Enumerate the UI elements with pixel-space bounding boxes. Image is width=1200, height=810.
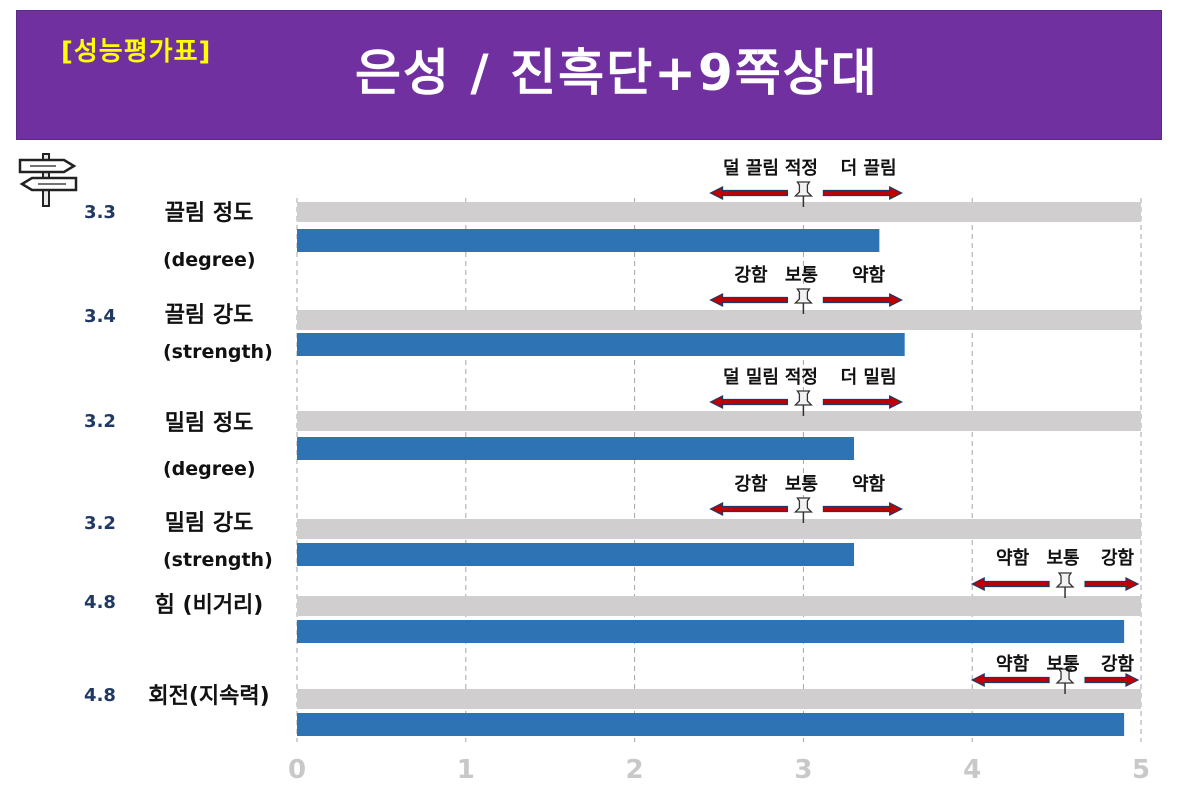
chart-row <box>297 310 1141 356</box>
scale-left-label: 강함 <box>734 264 768 286</box>
scale-left-label: 덜 밀림 <box>723 367 779 388</box>
row-label: 끌림 정도 <box>165 201 254 226</box>
scale-right-label: 약함 <box>852 473 886 495</box>
row-value-label: 4.8 <box>84 592 116 613</box>
scale-annotation: 덜 끌림 적정 더 끌림 <box>709 158 904 207</box>
row-sub-label: (degree) <box>163 458 256 480</box>
scale-track <box>297 310 1141 330</box>
row-label: 밀림 강도 <box>165 511 254 536</box>
x-tick-label: 5 <box>1132 755 1150 785</box>
value-bar <box>297 543 855 566</box>
scale-annotation: 강함 보통 약함 <box>709 473 904 523</box>
value-bar <box>297 437 855 460</box>
scale-right-label: 강함 <box>1101 653 1135 675</box>
row-sub-label: (degree) <box>163 249 256 271</box>
x-tick-label: 3 <box>794 755 812 785</box>
arrow-left-icon <box>709 502 789 516</box>
arrow-left-icon <box>709 395 789 409</box>
scale-left-label: 덜 끌림 <box>723 158 779 179</box>
scale-right-label: 약함 <box>852 264 886 286</box>
x-tick-label: 2 <box>626 755 644 785</box>
row-label: 회전(지속력) <box>148 684 269 709</box>
row-label: 밀림 정도 <box>165 411 254 436</box>
header-banner: [성능평가표] 은성 / 진흑단+9쪽상대 <box>16 10 1162 140</box>
scale-annotation: 덜 밀림 적정 더 밀림 <box>709 367 904 416</box>
scale-left-label: 강함 <box>734 473 768 495</box>
chart-row <box>297 689 1141 736</box>
chart-row <box>297 411 1141 460</box>
x-tick-label: 0 <box>288 755 306 785</box>
row-sub-label: (strength) <box>163 549 273 571</box>
row-label: 힘 (비거리) <box>155 593 264 618</box>
pushpin-icon <box>1055 572 1075 598</box>
scale-mid-label: 적정 <box>785 367 818 388</box>
scale-track <box>297 202 1141 222</box>
scale-left-label: 약함 <box>996 653 1030 675</box>
scale-track <box>297 411 1141 431</box>
arrow-right-icon <box>1084 577 1140 591</box>
scale-track <box>297 596 1141 616</box>
scale-right-label: 더 밀림 <box>841 367 897 388</box>
chart-row <box>297 202 1141 252</box>
row-value-label: 3.4 <box>84 306 116 327</box>
arrow-left-icon <box>709 293 789 307</box>
scale-annotation: 강함 보통 약함 <box>709 264 904 314</box>
chart-row <box>297 519 1141 566</box>
row-value-label: 3.2 <box>84 411 116 432</box>
arrow-right-icon <box>822 186 904 200</box>
scale-mid-label: 보통 <box>785 474 818 495</box>
pushpin-icon <box>793 497 813 523</box>
row-label: 끌림 강도 <box>165 303 254 328</box>
header-tag: [성능평가표] <box>61 37 212 67</box>
arrow-right-icon <box>822 293 904 307</box>
x-tick-label: 4 <box>963 755 981 785</box>
arrow-left-icon <box>970 673 1050 687</box>
scale-track <box>297 689 1141 709</box>
arrow-right-icon <box>1084 673 1140 687</box>
scale-mid-label: 적정 <box>785 158 818 179</box>
scale-mid-label: 보통 <box>1046 548 1079 569</box>
scale-left-label: 약함 <box>996 547 1030 569</box>
arrow-right-icon <box>822 502 904 516</box>
page-title: 은성 / 진흑단+9쪽상대 <box>355 44 879 102</box>
row-value-label: 4.8 <box>84 685 116 706</box>
arrow-left-icon <box>970 577 1050 591</box>
scale-mid-label: 보통 <box>785 265 818 286</box>
x-tick-label: 1 <box>457 755 475 785</box>
value-bar <box>297 229 880 252</box>
pushpin-icon <box>1055 668 1075 694</box>
value-bar <box>297 620 1125 643</box>
value-bar <box>297 333 905 356</box>
arrow-left-icon <box>709 186 789 200</box>
scale-annotation: 약함 보통 강함 <box>970 547 1140 598</box>
scale-right-label: 강함 <box>1101 547 1135 569</box>
pushpin-icon <box>793 181 813 207</box>
pushpin-icon <box>793 288 813 314</box>
scale-right-label: 더 끌림 <box>841 158 897 179</box>
arrow-right-icon <box>822 395 904 409</box>
value-bar <box>297 713 1125 736</box>
scale-track <box>297 519 1141 539</box>
row-value-label: 3.2 <box>84 513 116 534</box>
scale-annotation: 약함 보통 강함 <box>970 653 1140 694</box>
pushpin-icon <box>793 390 813 416</box>
scale-mid-label: 보통 <box>1046 654 1079 675</box>
row-value-label: 3.3 <box>84 202 116 223</box>
signpost-icon <box>18 153 78 207</box>
row-sub-label: (strength) <box>163 341 273 363</box>
chart-row <box>297 596 1141 643</box>
